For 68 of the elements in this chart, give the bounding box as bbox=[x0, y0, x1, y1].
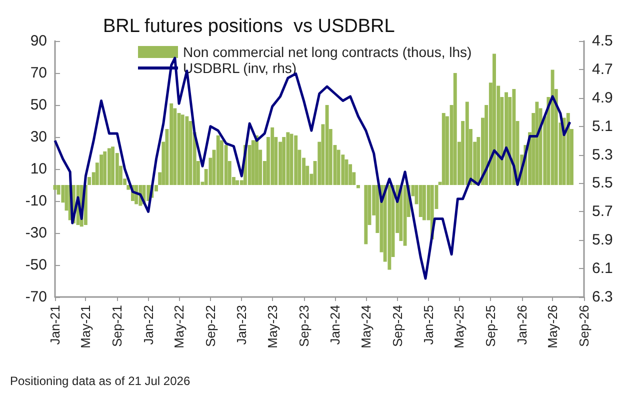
bar bbox=[236, 180, 240, 185]
bar bbox=[535, 102, 539, 185]
bar bbox=[356, 185, 360, 188]
x-tick-label: May-25 bbox=[452, 305, 467, 348]
text: Positioning data as of 21 Jul 2026 bbox=[10, 374, 190, 388]
y2-tick-label: 5.1 bbox=[592, 118, 613, 135]
y2-tick-label: 5.5 bbox=[592, 174, 613, 192]
bar bbox=[111, 146, 115, 185]
x-tick-label: Jan-23 bbox=[234, 305, 250, 345]
legend-label: Non commercial net long contracts (thous, lhs) bbox=[183, 44, 472, 60]
bar bbox=[403, 185, 407, 246]
legend-label: USDBRL (inv, rhs) bbox=[183, 60, 297, 76]
bar bbox=[185, 116, 189, 185]
bar bbox=[325, 105, 329, 185]
y-tick-label: -10 bbox=[25, 192, 47, 210]
y2-tick-label: 6.3 bbox=[592, 288, 613, 306]
bar bbox=[442, 113, 446, 185]
y2-tick-label: 5.7 bbox=[592, 203, 613, 220]
y-tick-label: 90 bbox=[30, 32, 47, 50]
y2-tick-label: 4.5 bbox=[592, 32, 613, 50]
x-tick-label: Sep-22 bbox=[202, 305, 218, 347]
y-tick-label: 70 bbox=[30, 64, 47, 82]
y2-tick-label: 5.3 bbox=[592, 146, 613, 164]
y2-tick-label: 6.1 bbox=[592, 260, 613, 278]
y-tick-label: -30 bbox=[25, 224, 47, 242]
x-tick-label: Sep-21 bbox=[110, 305, 125, 347]
bar bbox=[286, 132, 290, 185]
x-tick-label: Jan-21 bbox=[48, 305, 62, 345]
bar bbox=[126, 185, 130, 190]
bar bbox=[418, 185, 422, 217]
y-tick-label: 10 bbox=[30, 160, 47, 178]
x-tick-label: May-23 bbox=[264, 305, 280, 348]
bar bbox=[216, 135, 220, 185]
bar bbox=[550, 70, 554, 185]
x-tick-label: Sep-26 bbox=[576, 305, 592, 347]
bar bbox=[453, 73, 457, 185]
x-tick-label: Jan-26 bbox=[514, 305, 530, 345]
x-tick-label: Jan-25 bbox=[421, 305, 436, 345]
bar bbox=[255, 135, 258, 185]
x-tick-label: Sep-24 bbox=[390, 305, 405, 347]
y2-tick-label: 5.9 bbox=[592, 232, 613, 249]
y-tick-label: 50 bbox=[30, 96, 47, 114]
chart-title: BRL futures positions vs USDBRL bbox=[103, 16, 395, 37]
bar bbox=[270, 127, 274, 185]
x-tick-label: May-24 bbox=[358, 305, 374, 348]
bar bbox=[388, 185, 392, 270]
y2-tick-label: 4.9 bbox=[592, 89, 613, 106]
x-tick-label: May-26 bbox=[545, 305, 560, 348]
x-tick-label: Sep-23 bbox=[296, 305, 312, 347]
y-tick-label: -50 bbox=[25, 256, 47, 274]
bar bbox=[170, 103, 174, 185]
y-tick-label: -70 bbox=[25, 288, 47, 306]
bar bbox=[566, 113, 570, 185]
bar bbox=[465, 102, 469, 185]
x-tick-label: May-22 bbox=[172, 305, 187, 348]
x-tick-label: Jan-22 bbox=[140, 305, 156, 345]
x-tick-label: Sep-25 bbox=[483, 305, 498, 347]
y2-tick-label: 4.7 bbox=[592, 60, 613, 78]
bar bbox=[294, 135, 298, 185]
bar bbox=[364, 185, 368, 244]
bar bbox=[107, 148, 111, 185]
bar bbox=[103, 151, 107, 185]
bar bbox=[100, 154, 104, 185]
bar bbox=[492, 54, 496, 185]
y-tick-label: 30 bbox=[30, 128, 47, 146]
x-tick-label: May-21 bbox=[78, 305, 94, 348]
x-tick-label: Jan-24 bbox=[327, 305, 342, 345]
bar bbox=[180, 114, 184, 185]
